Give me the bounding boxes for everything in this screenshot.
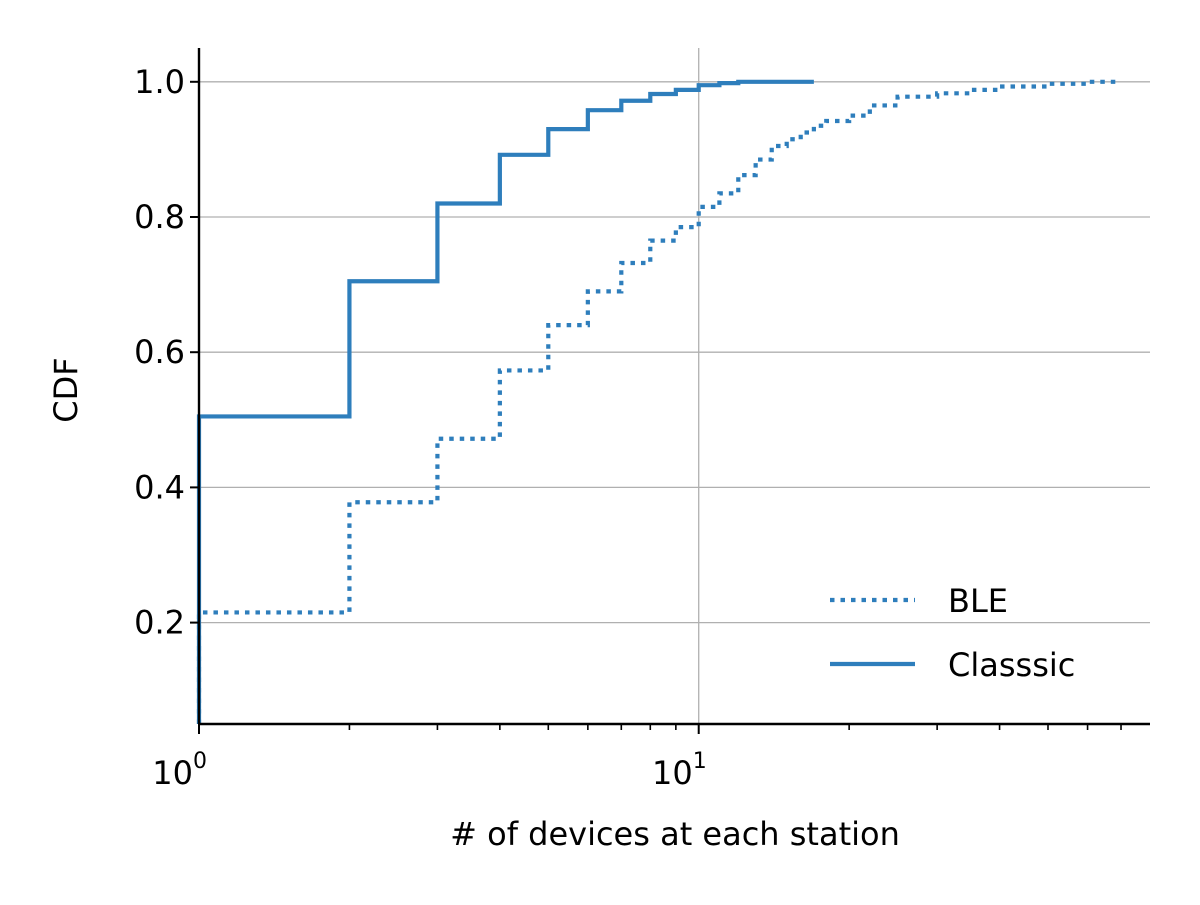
x-tick-label-base: 10 [652,754,693,792]
y-axis-label: CDF [47,357,85,422]
y-tick-label: 1.0 [134,63,185,101]
legend-label-ble: BLE [948,582,1008,620]
y-tick-label: 0.4 [134,468,185,506]
x-tick-label-exponent: 1 [693,749,707,774]
x-tick-label: 10 1 [652,749,707,792]
x-tick-label-base: 10 [152,754,193,792]
y-tick-label: 0.6 [134,333,185,371]
x-tick-label: 10 0 [152,749,207,792]
y-tick-label: 0.2 [134,604,185,642]
legend: BLE Classsic [830,582,1075,684]
legend-label-classsic: Classsic [948,646,1075,684]
x-axis-label: # of devices at each station [450,815,900,853]
axes-layer: 0.20.40.60.81.010 0 10 1 [134,48,1150,792]
x-tick-label-exponent: 0 [193,749,207,774]
series-line-ble [196,79,1122,724]
grid-layer [198,48,1150,724]
y-tick-label: 0.8 [134,198,185,236]
series-line-classsic [196,79,814,724]
series-layer [196,79,1122,724]
